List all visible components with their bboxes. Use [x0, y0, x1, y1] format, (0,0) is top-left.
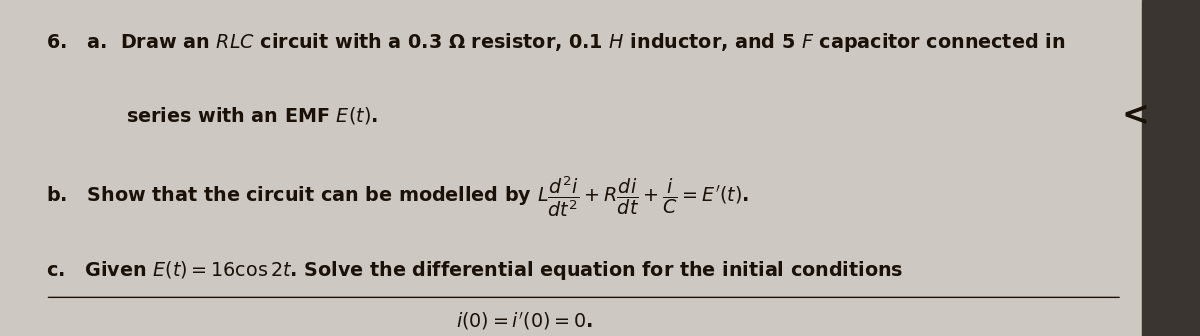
Text: 6.   a.  Draw an $RLC$ circuit with a 0.3 Ω resistor, 0.1 $H$ inductor, and 5 $F: 6. a. Draw an $RLC$ circuit with a 0.3 Ω…	[46, 31, 1064, 53]
Text: <: <	[1121, 99, 1150, 132]
Text: b.   Show that the circuit can be modelled by $L\dfrac{d^{2}i}{dt^{2}} + R\dfrac: b. Show that the circuit can be modelled…	[46, 174, 749, 219]
Text: c.   Given $E(t) = 16\cos 2t$. Solve the differential equation for the initial c: c. Given $E(t) = 16\cos 2t$. Solve the d…	[46, 259, 904, 282]
Text: series with an EMF $E(t)$.: series with an EMF $E(t)$.	[126, 106, 378, 126]
Bar	[1142, 0, 1200, 336]
Text: $i(0) = i'(0) = 0$.: $i(0) = i'(0) = 0$.	[456, 310, 593, 332]
